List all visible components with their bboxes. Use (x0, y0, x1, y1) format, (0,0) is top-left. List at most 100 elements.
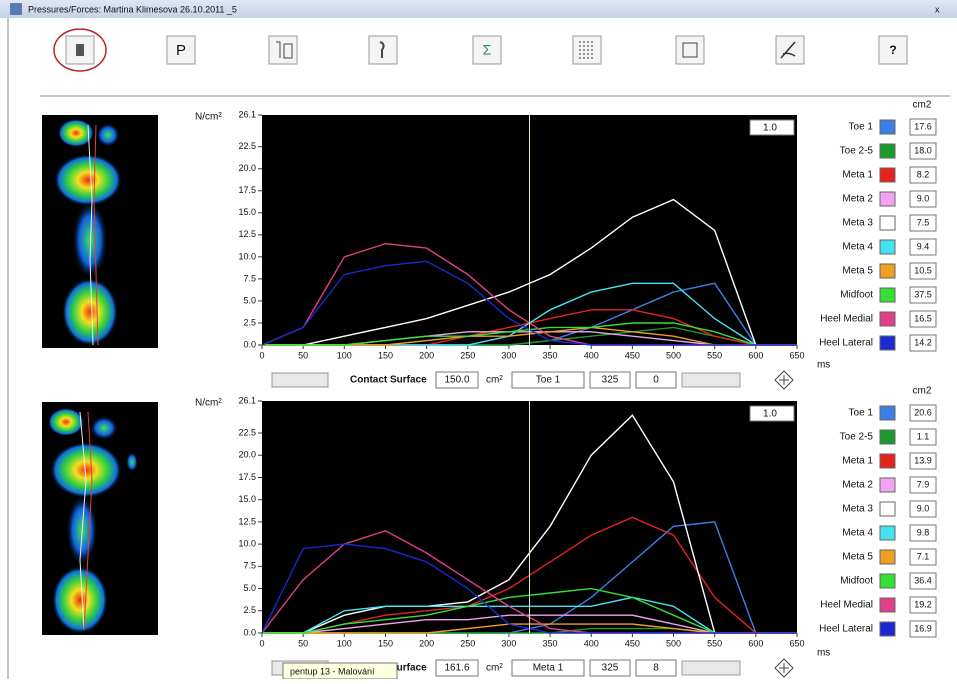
legend-swatch (880, 478, 895, 492)
legend-swatch (880, 144, 895, 158)
x-tick-label: 600 (748, 638, 763, 648)
y-tick-label: 5.0 (243, 295, 256, 305)
x-tick-label: 350 (543, 638, 558, 648)
legend-swatch (880, 240, 895, 254)
legend-label: Meta 2 (842, 480, 873, 491)
legend-label: Midfoot (840, 290, 873, 301)
x-tick-label: 0 (259, 638, 264, 648)
y-tick-label: 5.0 (243, 583, 256, 593)
x-tick-label: 650 (789, 638, 804, 648)
area-value: 9.0 (917, 193, 930, 203)
surface-unit: cm² (486, 663, 503, 674)
icon (76, 44, 84, 56)
zoom-value: 1.0 (763, 409, 777, 420)
area-value: 13.9 (914, 455, 932, 465)
toolbar-button[interactable] (776, 36, 804, 64)
x-tick-label: 250 (460, 638, 475, 648)
legend-label: Toe 1 (849, 408, 874, 419)
area-value: 1.1 (917, 431, 930, 441)
area-value: 7.1 (917, 551, 930, 561)
close-button[interactable]: x (935, 4, 940, 14)
x-tick-label: 150 (378, 350, 393, 360)
legend-swatch (880, 406, 895, 420)
x-tick-label: 100 (337, 638, 352, 648)
y-tick-label: 20.0 (238, 163, 256, 173)
area-value: 10.5 (914, 265, 932, 275)
legend-swatch (880, 168, 895, 182)
legend-swatch (880, 550, 895, 564)
contact-label: Contact Surface (350, 375, 427, 386)
legend-swatch (880, 454, 895, 468)
legend-label: Meta 3 (842, 504, 873, 515)
area-value: 9.8 (917, 527, 930, 537)
legend-swatch (880, 502, 895, 516)
y-tick-label: 0.0 (243, 627, 256, 637)
x-tick-label: 150 (378, 638, 393, 648)
area-value: 17.6 (914, 121, 932, 131)
x-tick-label: 50 (298, 350, 308, 360)
toolbar-button[interactable] (676, 36, 704, 64)
x-tick-label: 300 (501, 350, 516, 360)
legend-swatch (880, 216, 895, 230)
zoom-value: 1.0 (763, 123, 777, 134)
button-label: Σ (483, 42, 492, 58)
legend-swatch (880, 312, 895, 326)
foot-image (42, 402, 158, 635)
y-tick-label: 26.1 (238, 109, 256, 119)
surface-unit: cm² (486, 375, 503, 386)
legend-swatch (880, 574, 895, 588)
x-axis-label: ms (817, 648, 830, 659)
y-tick-label: 12.5 (238, 229, 256, 239)
x-tick-label: 400 (584, 350, 599, 360)
legend-label: Meta 3 (842, 218, 873, 229)
legend-label: Meta 5 (842, 552, 873, 563)
button-label: ? (889, 43, 896, 57)
y-tick-label: 20.0 (238, 450, 256, 460)
legend-label: Heel Medial (820, 314, 873, 325)
legend-label: Toe 2-5 (840, 146, 874, 157)
area-value: 36.4 (914, 575, 932, 585)
x-axis-label: ms (817, 360, 830, 371)
legend-swatch (880, 598, 895, 612)
y-tick-label: 22.5 (238, 427, 256, 437)
cursor-value: 8 (653, 663, 659, 674)
cursor-tools[interactable] (682, 661, 740, 675)
cursor-tools[interactable] (682, 373, 740, 387)
y-tick-label: 10.0 (238, 251, 256, 261)
legend-label: Heel Medial (820, 600, 873, 611)
graph-tools[interactable] (272, 373, 328, 387)
x-tick-label: 400 (584, 638, 599, 648)
x-tick-label: 450 (625, 638, 640, 648)
area-value: 7.9 (917, 479, 930, 489)
y-tick-label: 2.5 (243, 605, 256, 615)
y-tick-label: 7.5 (243, 273, 256, 283)
legend-swatch (880, 526, 895, 540)
legend-header: cm2 (913, 100, 932, 111)
window-title: Pressures/Forces: Martina Klimesova 26.1… (28, 4, 237, 14)
position-value: 325 (602, 375, 619, 386)
x-tick-label: 500 (666, 350, 681, 360)
cursor-value: 0 (653, 375, 659, 386)
x-tick-label: 300 (501, 638, 516, 648)
area-value: 18.0 (914, 145, 932, 155)
button-label: P (176, 42, 186, 59)
legend-swatch (880, 336, 895, 350)
legend-label: Meta 5 (842, 266, 873, 277)
area-value: 7.5 (917, 217, 930, 227)
area-value: 16.9 (914, 623, 932, 633)
legend-label: Toe 1 (849, 122, 874, 133)
y-tick-label: 22.5 (238, 141, 256, 151)
toolbar-button[interactable] (269, 36, 297, 64)
area-value: 16.5 (914, 313, 932, 323)
page: Pressures/Forces: Martina Klimesova 26.1… (0, 0, 957, 679)
x-tick-label: 450 (625, 350, 640, 360)
legend-label: Midfoot (840, 576, 873, 587)
area-value: 20.6 (914, 407, 932, 417)
legend-swatch (880, 288, 895, 302)
x-tick-label: 50 (298, 638, 308, 648)
tooltip: pentup 13 - Malování (290, 666, 375, 676)
y-tick-label: 15.0 (238, 494, 256, 504)
x-tick-label: 650 (789, 350, 804, 360)
x-tick-label: 200 (419, 350, 434, 360)
x-tick-label: 350 (543, 350, 558, 360)
